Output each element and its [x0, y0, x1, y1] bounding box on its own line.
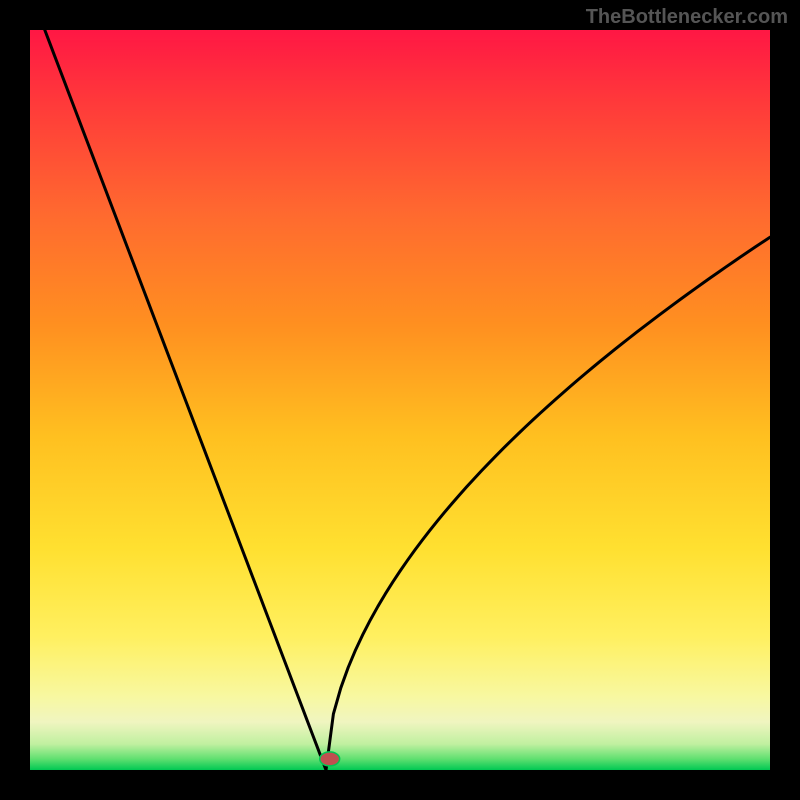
watermark-text: TheBottlenecker.com: [586, 6, 788, 29]
plot-area: [30, 30, 770, 770]
minimum-marker: [320, 752, 340, 766]
figure-container: TheBottlenecker.com: [0, 0, 800, 800]
bottleneck-chart: [0, 0, 800, 800]
